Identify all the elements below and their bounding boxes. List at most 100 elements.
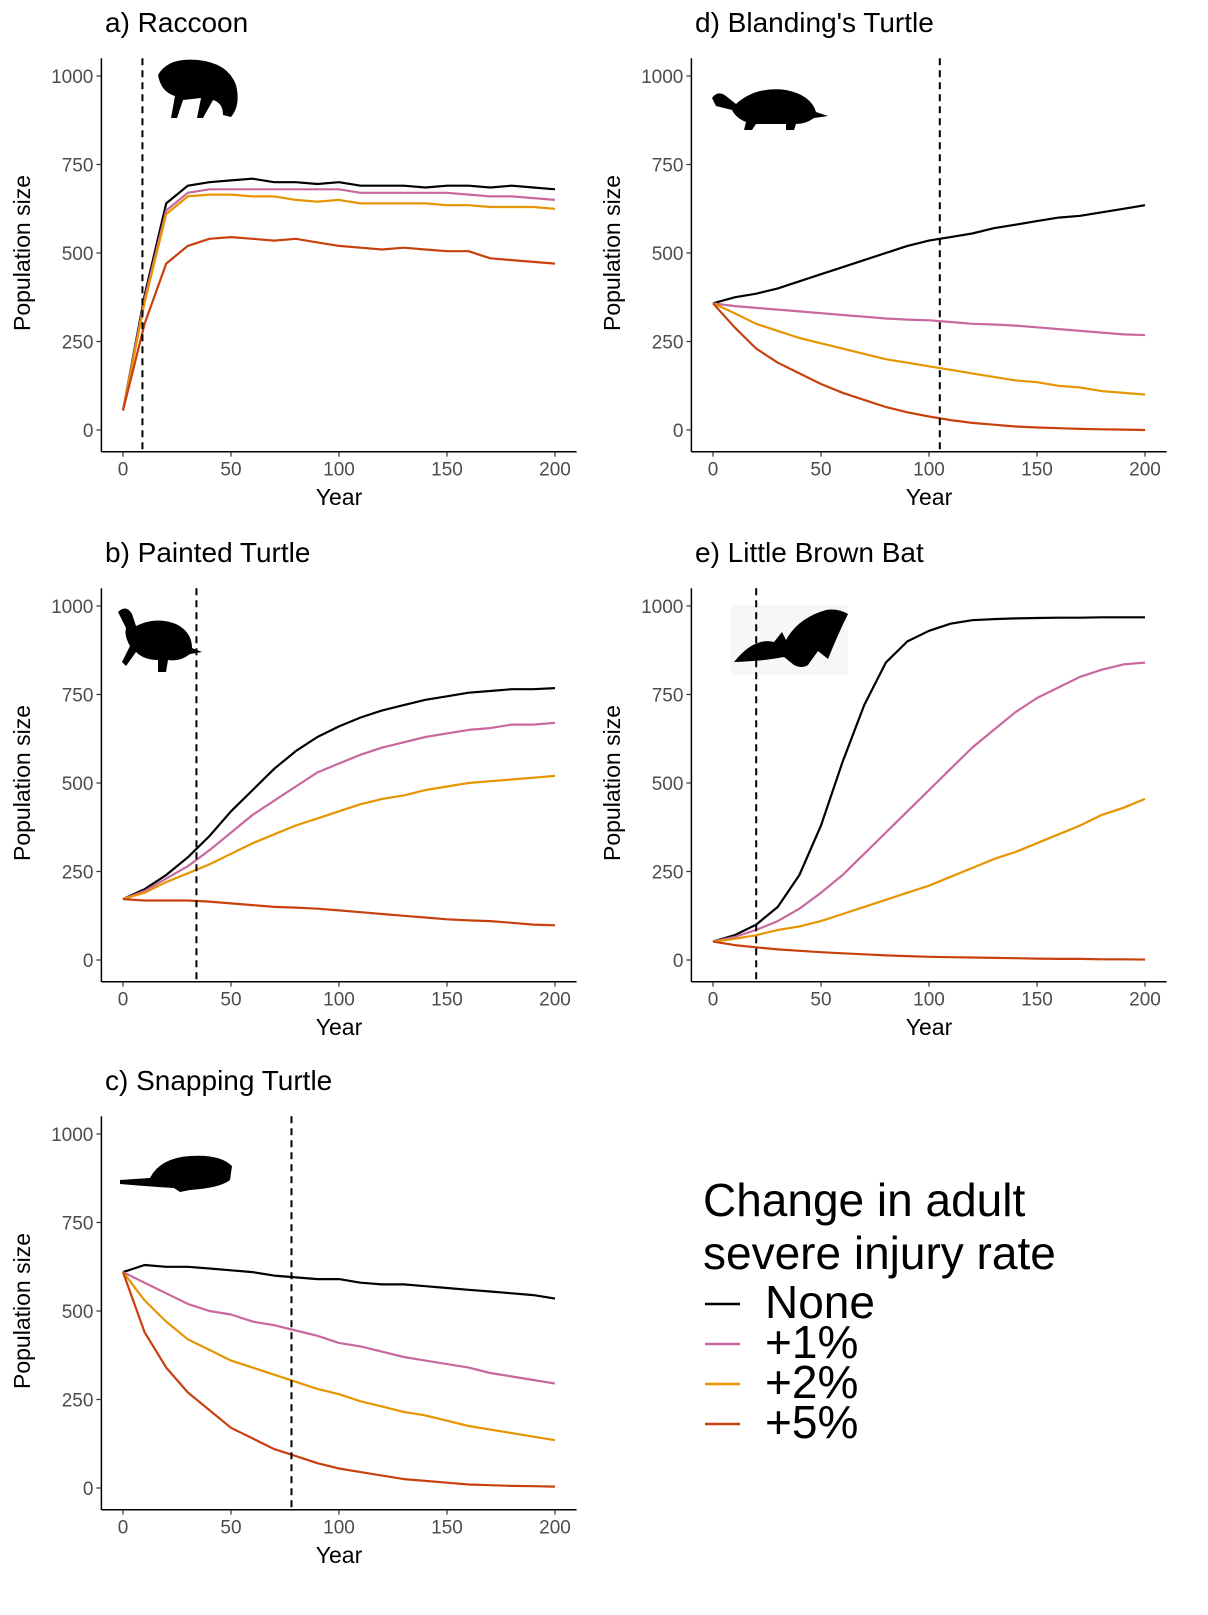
y-tick-label: 500: [652, 774, 684, 795]
x-tick-label: 0: [118, 1518, 129, 1539]
y-tick-label: 250: [62, 1391, 94, 1412]
y-tick-label: 1000: [51, 1125, 93, 1146]
x-axis-title: Year: [316, 484, 363, 510]
series-line: [712, 302, 1146, 396]
bat-icon: [734, 609, 848, 667]
y-tick-label: 250: [652, 333, 684, 354]
x-tick-label: 100: [913, 460, 945, 481]
y-axis-title: Population size: [9, 175, 35, 331]
x-tick-label: 200: [539, 990, 571, 1011]
x-tick-label: 150: [431, 460, 463, 481]
x-axis-title: Year: [906, 484, 953, 510]
y-tick-label: 750: [652, 686, 684, 707]
x-tick-label: 50: [220, 1518, 241, 1539]
panel: e) Little Brown Bat 0 250 500 750 1000 0 50 100 1…: [599, 537, 1167, 1040]
snapping-turtle-icon: [120, 1155, 232, 1192]
x-axis-title: Year: [316, 1542, 363, 1568]
y-tick-label: 500: [62, 244, 94, 265]
legend-label: +2%: [765, 1356, 858, 1408]
legend-label: +5%: [765, 1396, 858, 1448]
y-tick-label: 500: [62, 1302, 94, 1323]
x-tick-label: 100: [323, 460, 355, 481]
y-tick-label: 0: [83, 951, 94, 972]
series-line: [712, 797, 1146, 943]
panel: c) Snapping Turtle 0 250 500 750 1000 0 50 100 15…: [9, 1065, 577, 1568]
painted-turtle-icon: [118, 608, 202, 672]
series-line: [712, 204, 1146, 305]
panel: b) Painted Turtle 0 250 500 750 1000 0 50 100 150…: [9, 537, 577, 1040]
y-tick-label: 250: [62, 333, 94, 354]
panel-title: c) Snapping Turtle: [105, 1065, 332, 1096]
panel-title: a) Raccoon: [105, 7, 248, 38]
x-tick-label: 200: [539, 1518, 571, 1539]
x-tick-label: 200: [1129, 460, 1161, 481]
series-line: [122, 687, 556, 901]
y-axis-title: Population size: [599, 175, 625, 331]
legend-title: Change in adult: [703, 1174, 1025, 1226]
y-tick-label: 250: [652, 863, 684, 884]
x-tick-label: 100: [913, 990, 945, 1011]
series-line: [121, 188, 556, 411]
legend-title: severe injury rate: [703, 1227, 1056, 1279]
y-tick-label: 1000: [51, 597, 93, 618]
x-axis-title: Year: [906, 1014, 953, 1040]
x-tick-label: 0: [708, 990, 719, 1011]
series-line: [121, 236, 556, 411]
y-axis-title: Population size: [9, 1233, 35, 1389]
series-line: [712, 302, 1146, 432]
y-tick-label: 0: [83, 421, 94, 442]
x-tick-label: 100: [323, 1518, 355, 1539]
x-tick-label: 0: [118, 460, 129, 481]
series-line: [122, 1263, 556, 1300]
x-tick-label: 150: [1021, 990, 1053, 1011]
x-axis-title: Year: [316, 1014, 363, 1040]
legend-label: None: [765, 1276, 875, 1328]
series-line: [122, 898, 556, 927]
y-tick-label: 0: [83, 1479, 94, 1500]
y-tick-label: 750: [62, 686, 94, 707]
series-line: [712, 661, 1146, 943]
raccoon-icon: [158, 59, 238, 118]
panel-title: e) Little Brown Bat: [695, 537, 924, 568]
series-line: [122, 1271, 556, 1385]
x-tick-label: 150: [431, 990, 463, 1011]
panel: a) Raccoon 0 250 500 750 1000 0 50 100 150 200 Year…: [9, 7, 577, 510]
y-tick-label: 750: [62, 1214, 94, 1235]
y-tick-label: 500: [652, 244, 684, 265]
y-tick-label: 250: [62, 863, 94, 884]
x-tick-label: 50: [220, 460, 241, 481]
silhouettes: [118, 59, 848, 1192]
y-tick-label: 1000: [51, 67, 93, 88]
series-line: [122, 774, 556, 901]
series-line: [712, 616, 1145, 943]
panel-title: b) Painted Turtle: [105, 537, 310, 568]
series-line: [121, 1271, 556, 1488]
series-line: [712, 302, 1146, 337]
y-tick-label: 750: [62, 156, 94, 177]
y-tick-label: 1000: [641, 67, 683, 88]
blandings-turtle-icon: [712, 89, 828, 130]
y-axis-title: Population size: [9, 705, 35, 861]
x-tick-label: 50: [810, 990, 831, 1011]
panel-title: d) Blanding's Turtle: [695, 7, 934, 38]
x-tick-label: 0: [118, 990, 129, 1011]
x-tick-label: 200: [539, 460, 571, 481]
y-tick-label: 0: [673, 951, 684, 972]
x-tick-label: 150: [431, 1518, 463, 1539]
y-tick-label: 500: [62, 774, 94, 795]
x-tick-label: 0: [708, 460, 719, 481]
series-line: [121, 193, 556, 411]
y-tick-label: 750: [652, 156, 684, 177]
y-tick-label: 1000: [641, 597, 683, 618]
series-line: [122, 721, 556, 901]
x-tick-label: 50: [810, 460, 831, 481]
panel: d) Blanding's Turtle 0 250 500 750 1000 0 50 100…: [599, 7, 1167, 510]
x-tick-label: 200: [1129, 990, 1161, 1011]
series-line: [121, 177, 556, 411]
legend-label: +1%: [765, 1316, 858, 1368]
x-tick-label: 100: [323, 990, 355, 1011]
x-tick-label: 150: [1021, 460, 1053, 481]
y-axis-title: Population size: [599, 705, 625, 861]
